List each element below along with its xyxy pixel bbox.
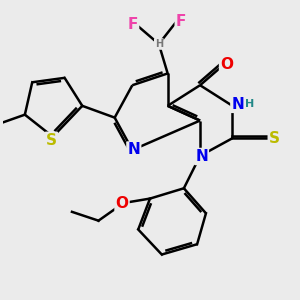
Text: N: N <box>195 149 208 164</box>
Text: F: F <box>176 14 186 29</box>
Text: N: N <box>128 142 140 158</box>
Text: O: O <box>220 57 233 72</box>
Text: S: S <box>269 131 280 146</box>
Text: F: F <box>128 17 138 32</box>
Text: H: H <box>155 39 163 49</box>
Text: S: S <box>46 133 57 148</box>
Text: N: N <box>231 97 244 112</box>
Text: H: H <box>245 99 254 110</box>
Text: O: O <box>116 196 128 211</box>
